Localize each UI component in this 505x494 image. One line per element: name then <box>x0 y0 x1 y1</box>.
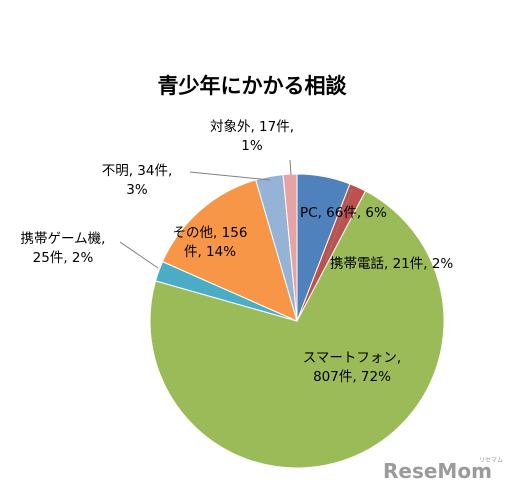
data-label-line: 不明, 34件, <box>102 163 173 179</box>
data-label-line: その他, 156 <box>173 225 248 241</box>
data-label-line: 807件, 72% <box>313 369 391 385</box>
data-label-line: PC, 66件, 6% <box>300 205 387 221</box>
data-label-2: 携帯電話, 21件, 2% <box>330 255 453 272</box>
data-label-line: 25件, 2% <box>33 250 94 266</box>
data-label-line: 3% <box>126 182 148 198</box>
data-label-6: 不明, 34件, 3% <box>102 163 173 198</box>
data-label-line: 1% <box>241 138 263 154</box>
data-label-line: 対象外, 17件, <box>210 119 294 135</box>
logo-text: ReseMom <box>383 459 492 483</box>
data-label-1: PC, 66件, 6% <box>300 205 387 221</box>
data-label-4: 携帯ゲーム機, 25件, 2% <box>21 231 106 266</box>
data-label-line: 携帯電話, 21件, 2% <box>330 255 453 272</box>
data-label-line: スマートフォン, <box>303 350 401 366</box>
data-label-5: その他, 156 件, 14% <box>173 225 248 260</box>
pie-slices <box>149 173 445 469</box>
pie-slice-7 <box>282 173 298 322</box>
data-label-3: スマートフォン, 807件, 72% <box>303 350 401 385</box>
logo-subtext: リセマム <box>479 457 503 464</box>
pie-slice-5 <box>161 179 298 322</box>
data-label-line: 件, 14% <box>184 244 236 260</box>
resemom-logo: ReseMom リセマム <box>383 457 503 483</box>
data-label-7: 対象外, 17件, 1% <box>210 119 294 154</box>
leader-line-2 <box>325 188 353 261</box>
leader-line-6 <box>189 171 271 181</box>
leader-line-4 <box>119 241 159 269</box>
chart-title: 青少年にかかる相談 <box>158 74 348 98</box>
data-labels: PC, 66件, 6% 携帯電話, 21件, 2% スマートフォン, 807件, 72… <box>21 119 454 385</box>
pie-slice-3 <box>149 190 445 469</box>
leader-lines <box>119 159 353 269</box>
leader-line-7 <box>289 159 292 176</box>
data-label-line: 携帯ゲーム機, <box>21 231 106 247</box>
